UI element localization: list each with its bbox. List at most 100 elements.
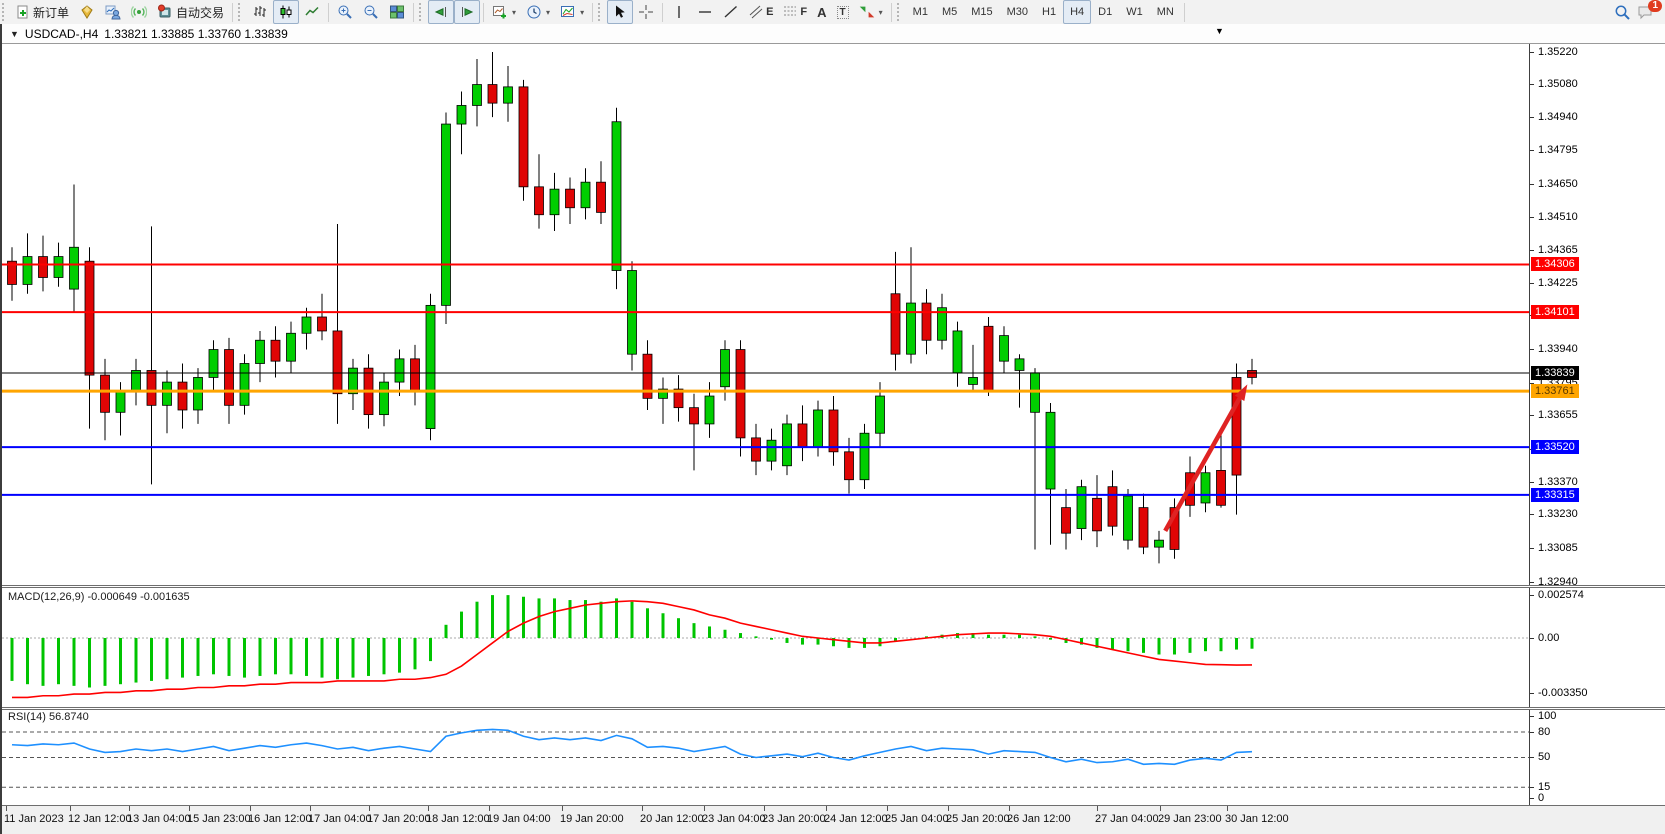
auto-trading-icon (157, 4, 173, 20)
pane-divider[interactable] (2, 585, 1665, 588)
time-tick (489, 806, 490, 811)
cursor-button[interactable] (607, 0, 634, 24)
notifications-icon[interactable]: 1 (1637, 0, 1662, 20)
new-order-button[interactable]: 新订单 (11, 0, 74, 24)
candlestick-chart-button[interactable] (273, 0, 300, 24)
rsi-tick-label: 0 (1530, 792, 1544, 805)
timeframe-button-D1[interactable]: D1 (1098, 6, 1113, 18)
toolbar-grip[interactable] (238, 3, 245, 21)
time-axis[interactable]: 11 Jan 2023 12 Jan 12:00 13 Jan 04:00 15 Ja… (2, 805, 1665, 834)
timeframe-button-M30[interactable]: M30 (1006, 6, 1029, 18)
fibonacci-button[interactable]: F (778, 0, 812, 24)
timeframe-button-H1[interactable]: H1 (1042, 6, 1057, 18)
sonar-icon (131, 4, 148, 20)
text-label-button[interactable]: T (832, 0, 854, 24)
separator (1183, 2, 1185, 22)
navigator-button[interactable] (100, 0, 126, 24)
rsi-plot[interactable] (2, 710, 1529, 805)
zoom-out-button[interactable] (358, 0, 384, 24)
arrows-tool-button[interactable] (854, 0, 888, 24)
time-tick (1009, 806, 1010, 811)
rsi-tick-label: 15 (1530, 781, 1550, 794)
trendline-icon (723, 4, 739, 20)
auto-trading-button[interactable]: 自动交易 (152, 0, 229, 24)
chart-title-bar[interactable]: ▼ USDCAD-,H4 1.33821 1.33885 1.33760 1.3… (2, 24, 1665, 44)
price-tick-label: 1.32940 (1530, 576, 1578, 589)
rsi-tick-label: 50 (1530, 751, 1550, 764)
zoom-in-button[interactable] (332, 0, 358, 24)
rsi-pane[interactable]: RSI(14) 56.8740 100 80 50 15 0 (2, 710, 1665, 805)
macd-plot[interactable] (2, 588, 1529, 707)
channel-tool-button[interactable]: E (744, 0, 778, 24)
price-axis[interactable]: 1.35220 1.35080 1.34940 1.34795 1.34650 1.345… (1529, 44, 1665, 588)
market-watch-button[interactable] (74, 0, 100, 24)
collapse-caret-icon[interactable]: ▼ (10, 28, 19, 39)
toolbar-grip[interactable] (2, 3, 9, 21)
timeframe-button-M5[interactable]: M5 (941, 6, 958, 18)
timeframe-button-MN[interactable]: MN (1156, 6, 1174, 18)
timeframe-button-M1[interactable]: M1 (912, 6, 928, 18)
price-tick-label: 1.33230 (1530, 508, 1578, 521)
timeframe-button-H4[interactable]: H4 (1063, 0, 1092, 24)
chart-shift-button[interactable] (454, 0, 481, 24)
time-axis-label: 27 Jan 04:00 (1095, 813, 1159, 825)
new-chart-button[interactable] (487, 0, 521, 24)
timeframe-toolbar: M1 M5 M15 M30 H1 H4 D1 W1 MN (906, 0, 1181, 24)
rsi-axis[interactable]: 100 80 50 15 0 (1529, 710, 1665, 805)
cursor-icon (612, 4, 628, 20)
time-tick (948, 806, 949, 811)
price-pane[interactable]: 1.35220 1.35080 1.34940 1.34795 1.34650 1.345… (2, 44, 1665, 588)
price-tick-label: 1.34940 (1530, 111, 1578, 124)
line-chart-button[interactable] (299, 0, 325, 24)
zoom-out-icon (363, 4, 379, 20)
bar-chart-icon (252, 4, 268, 20)
price-badge: 1.33520 (1531, 440, 1579, 455)
tile-windows-button[interactable] (384, 0, 410, 24)
price-badge: 1.33839 (1531, 366, 1579, 381)
time-tick (764, 806, 765, 811)
trendline-button[interactable] (718, 0, 744, 24)
rsi-label: RSI(14) 56.8740 (8, 711, 89, 723)
vertical-line-button[interactable] (666, 0, 692, 24)
price-tick-label: 1.34225 (1530, 277, 1578, 290)
bar-chart-button[interactable] (247, 0, 273, 24)
terminal-button[interactable] (126, 0, 152, 24)
chart-shift-marker[interactable]: ▼ (1215, 26, 1224, 36)
time-axis-label: 29 Jan 23:00 (1158, 813, 1222, 825)
indicators-button[interactable] (555, 0, 589, 24)
toolbar-grip[interactable] (896, 3, 904, 21)
crosshair-icon (638, 4, 654, 20)
time-axis-label: 23 Jan 04:00 (702, 813, 766, 825)
search-icon[interactable] (1614, 4, 1631, 21)
new-chart-icon (492, 4, 508, 20)
vertical-line-icon (671, 4, 687, 20)
macd-pane[interactable]: MACD(12,26,9) -0.000649 -0.001635 0.0025… (2, 588, 1665, 707)
zoom-in-icon (337, 4, 353, 20)
pane-divider[interactable] (2, 707, 1665, 710)
time-axis-label: 19 Jan 20:00 (560, 813, 624, 825)
trend-arrow-annotation[interactable] (1163, 393, 1244, 532)
time-tick (1097, 806, 1098, 811)
timeframe-button-W1[interactable]: W1 (1126, 6, 1143, 18)
price-tick-label: 1.34650 (1530, 178, 1578, 191)
price-chart-plot[interactable] (2, 44, 1529, 585)
horizontal-line-button[interactable] (692, 0, 718, 24)
toolbar-grip[interactable] (419, 3, 426, 21)
crosshair-button[interactable] (633, 0, 659, 24)
time-axis-label: 13 Jan 04:00 (127, 813, 191, 825)
time-tick (129, 806, 130, 811)
channel-icon (749, 4, 763, 20)
macd-axis[interactable]: 0.002574 0.00 -0.003350 (1529, 588, 1665, 707)
text-tool-button[interactable]: A (812, 0, 831, 24)
rsi-tick-label: 100 (1530, 710, 1556, 723)
time-axis-label: 17 Jan 04:00 (308, 813, 372, 825)
candlestick-icon (278, 4, 294, 20)
auto-scroll-button[interactable] (428, 0, 455, 24)
periods-button[interactable] (521, 0, 555, 24)
toolbar-grip[interactable] (598, 3, 605, 21)
time-tick (642, 806, 643, 811)
timeframe-button-M15[interactable]: M15 (971, 6, 993, 18)
horizontal-line-icon (697, 4, 713, 20)
time-tick (428, 806, 429, 811)
price-tick-label: 1.33370 (1530, 476, 1578, 489)
